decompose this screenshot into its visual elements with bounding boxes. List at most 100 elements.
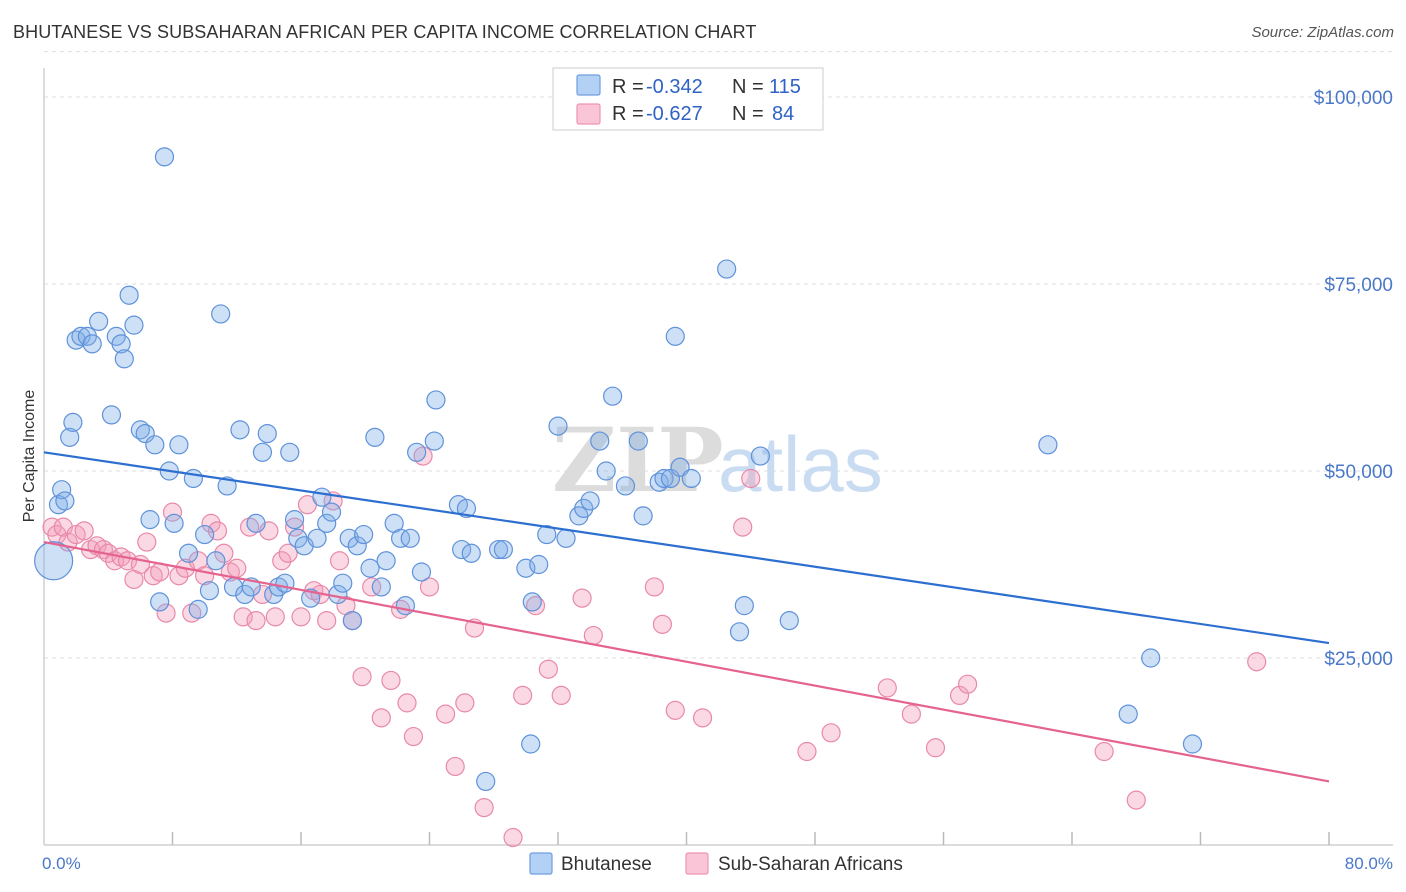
bhutanese-point [199, 581, 220, 601]
bhutanese-point [55, 491, 75, 511]
series-legend: Bhutanese Sub-Saharan Africans [529, 852, 903, 875]
bhutanese-point [206, 551, 226, 571]
bhutanese-point [34, 541, 74, 581]
subsaharan-point [474, 797, 494, 818]
bhutanese-point [424, 431, 444, 451]
bhutanese-point [114, 349, 134, 369]
bhutanese-point [488, 539, 509, 560]
subsaharan-point [403, 726, 424, 747]
subsaharan-point [644, 577, 664, 597]
bhutanese-point [628, 431, 648, 451]
bhutanese-point [633, 506, 653, 526]
bhutanese-point [183, 468, 203, 489]
subsaharan-point [525, 596, 546, 616]
legend-r-value-2: -0.627 [646, 103, 703, 125]
bhutanese-point [580, 491, 600, 511]
bhutanese-point [1118, 704, 1138, 724]
bhutanese-point [681, 468, 701, 489]
subsaharan-point [877, 678, 897, 698]
subsaharan-point [246, 610, 266, 631]
bhutanese-point [654, 468, 674, 489]
subsaharan-point [797, 741, 817, 762]
bhutanese-point [400, 528, 420, 548]
bhutanese-point [603, 386, 623, 406]
bhutanese-point [574, 498, 594, 518]
bhutanese-point [615, 476, 636, 496]
subsaharan-point [227, 558, 247, 578]
subsaharan-point [455, 693, 475, 713]
bhutanese-point [596, 461, 616, 481]
bhutanese-point [52, 480, 72, 500]
bhutanese-point [339, 528, 359, 548]
bhutanese-point [717, 259, 737, 279]
bhutanese-point [522, 592, 542, 612]
subsaharan-point [1126, 790, 1146, 810]
subsaharan-point [214, 543, 234, 563]
bhutanese-trend-line [43, 451, 1330, 645]
bhutanese-point [590, 431, 610, 451]
series-legend-swatch-bhutanese [529, 852, 553, 875]
bhutanese-point [60, 427, 80, 447]
legend-r-label-2: R = [612, 103, 644, 125]
subsaharan-point [74, 521, 94, 541]
bhutanese-point [140, 510, 160, 530]
subsaharan-point [1247, 652, 1267, 672]
subsaharan-point [419, 577, 440, 597]
gridlines [44, 51, 1393, 659]
bhutanese-point [452, 539, 472, 560]
trend-lines [43, 451, 1330, 783]
subsaharan-point [445, 756, 465, 777]
bhutanese-point [284, 510, 305, 530]
bhutanese-point [89, 311, 109, 331]
bhutanese-point [188, 599, 208, 619]
y-tick-labels: $25,000 $50,000 $75,000 $100,000 [1314, 88, 1393, 670]
legend-r-value-1: -0.342 [646, 76, 703, 98]
x-tick-label-min: 0.0% [42, 854, 81, 873]
legend-r-label-1: R = [612, 76, 644, 98]
subsaharan-point [233, 607, 253, 627]
legend-n-label-2: N = [732, 103, 764, 125]
bhutanese-point [145, 435, 165, 455]
watermark-zip: ZIP [552, 408, 724, 512]
bhutanese-point [82, 334, 102, 354]
legend-swatch-subsaharan [576, 103, 601, 125]
subsaharan-point [901, 704, 921, 724]
subsaharan-point [538, 659, 558, 679]
bhutanese-point [1182, 734, 1203, 754]
legend-n-label-1: N = [732, 76, 764, 98]
subsaharan-point [692, 708, 713, 728]
bhutanese-point [71, 326, 91, 346]
bhutanese-point [124, 315, 144, 335]
bhutanese-point [537, 524, 557, 545]
subsaharan-point [551, 685, 571, 706]
bhutanese-point [407, 442, 427, 462]
bhutanese-point [665, 326, 685, 346]
bhutanese-point [154, 147, 175, 167]
bhutanese-point [235, 584, 255, 605]
bhutanese-point [734, 596, 754, 616]
bhutanese-point [493, 539, 513, 560]
subsaharan-point [207, 521, 228, 541]
bhutanese-point [195, 524, 215, 545]
bhutanese-point [556, 528, 576, 548]
bhutanese-point [729, 622, 750, 642]
legend-n-value-2: 84 [772, 103, 794, 125]
subsaharan-point [957, 674, 978, 694]
watermark-atlas: atlas [718, 420, 883, 508]
subsaharan-point [949, 685, 970, 706]
bhutanese-point [365, 427, 385, 447]
bhutanese-point [178, 543, 199, 563]
bhutanese-point [461, 543, 481, 563]
subsaharan-point [397, 693, 417, 713]
subsaharan-point [503, 827, 523, 848]
subsaharan-point [733, 517, 753, 537]
series-bhutanese-points [34, 147, 1203, 792]
subsaharan-point [381, 670, 401, 691]
bhutanese-point [411, 562, 432, 582]
bhutanese-point [529, 554, 549, 575]
y-tick-label: $75,000 [1324, 275, 1393, 296]
bhutanese-point [426, 390, 446, 410]
watermark: ZIP atlas [552, 408, 883, 512]
y-tick-label: $50,000 [1324, 462, 1393, 483]
